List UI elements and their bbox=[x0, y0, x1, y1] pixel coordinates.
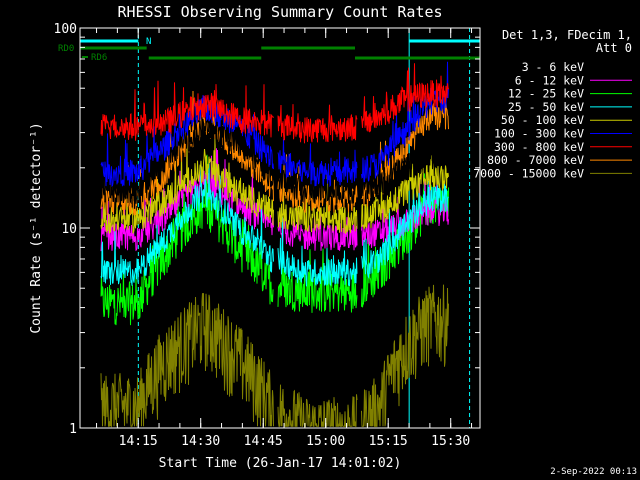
legend-label-7: 800 - 7000 keV bbox=[487, 153, 584, 167]
x-tick-label-0: 14:15 bbox=[119, 434, 158, 449]
series-group bbox=[101, 62, 449, 427]
legend-title-line-1: Det 1,3, FDecim 1, bbox=[502, 28, 632, 42]
x-axis-label: Start Time (26-Jan-17 14:01:02) bbox=[159, 456, 402, 471]
x-tick-label-3: 15:00 bbox=[306, 434, 345, 449]
y-tick-label-1: 10 bbox=[61, 222, 77, 237]
x-tick-label-2: 14:45 bbox=[244, 434, 283, 449]
legend-label-8: 7000 - 15000 keV bbox=[473, 166, 584, 180]
x-tick-label-5: 15:30 bbox=[431, 434, 470, 449]
legend-label-3: 25 - 50 keV bbox=[508, 100, 584, 114]
legend-label-6: 300 - 800 keV bbox=[494, 140, 584, 154]
legend-label-1: 6 - 12 keV bbox=[515, 73, 584, 87]
legend-label-5: 100 - 300 keV bbox=[494, 127, 584, 141]
y-axis-label: Count Rate (s⁻¹ detector⁻¹) bbox=[29, 122, 44, 333]
x-tick-label-1: 14:30 bbox=[181, 434, 220, 449]
flag-label-rd0: RD0 bbox=[58, 44, 74, 54]
footer-date-text: 2-Sep-2022 00:13 bbox=[550, 467, 637, 477]
chart-title: RHESSI Observing Summary Count Rates bbox=[117, 3, 442, 21]
legend-label-0: 3 - 6 keV bbox=[522, 60, 584, 74]
legend-title-line-2: Att 0 bbox=[596, 41, 632, 55]
x-tick-label-4: 15:15 bbox=[369, 434, 408, 449]
legend-label-4: 50 - 100 keV bbox=[501, 113, 584, 127]
plot-area: RD0 RD6 N bbox=[58, 28, 480, 428]
series-12-25-kev bbox=[101, 155, 449, 325]
flag-label-rd6: RD6 bbox=[91, 53, 107, 63]
series-7000-15000-kev bbox=[101, 285, 449, 427]
flag-label-n: N bbox=[146, 37, 151, 47]
y-tick-label-2: 100 bbox=[54, 22, 77, 37]
y-tick-label-0: 1 bbox=[69, 422, 77, 437]
legend-label-2: 12 - 25 keV bbox=[508, 87, 584, 101]
flag-bars: RD0 RD6 N bbox=[58, 37, 480, 63]
